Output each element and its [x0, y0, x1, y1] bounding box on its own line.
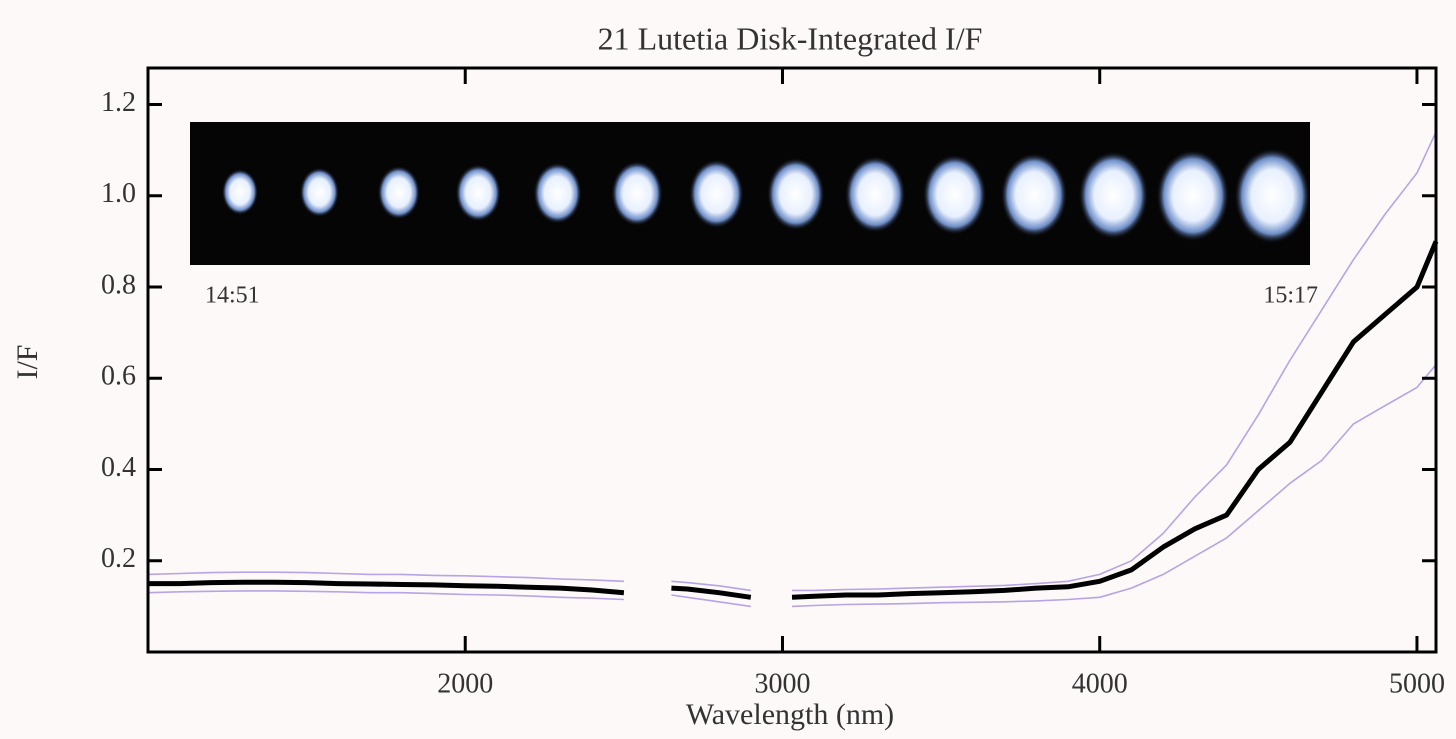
- asteroid-image: [689, 159, 744, 229]
- asteroid-image: [221, 169, 259, 215]
- y-tick-label: 0.8: [101, 269, 136, 300]
- asteroid-image: [1000, 153, 1068, 237]
- image-strip: [190, 122, 1311, 265]
- asteroid-image: [767, 157, 825, 231]
- x-tick-label: 2000: [437, 668, 493, 699]
- data-line: [148, 240, 1439, 600]
- x-tick-label: 4000: [1072, 668, 1128, 699]
- asteroid-image: [611, 161, 663, 226]
- data-line: [147, 364, 1437, 608]
- x-tick-label: 3000: [754, 668, 810, 699]
- asteroid-image: [1078, 151, 1149, 240]
- y-tick-label: 1.2: [101, 87, 136, 118]
- y-tick-label: 1.0: [101, 178, 136, 209]
- annotation: 15:17: [1263, 283, 1318, 309]
- asteroid-image: [1156, 149, 1230, 242]
- y-tick-label: 0.2: [101, 543, 136, 574]
- asteroid-image: [533, 162, 582, 224]
- asteroid-image: [377, 165, 420, 220]
- y-tick-label: 0.4: [101, 452, 136, 483]
- y-tick-label: 0.6: [101, 361, 136, 392]
- data-line: [147, 131, 1437, 592]
- x-axis-label: Wavelength (nm): [686, 698, 894, 731]
- asteroid-image: [1234, 148, 1311, 244]
- chart-title: 21 Lutetia Disk-Integrated I/F: [598, 20, 983, 56]
- asteroid-image: [922, 154, 987, 235]
- asteroid-image: [455, 164, 501, 222]
- y-axis-label: I/F: [11, 344, 44, 379]
- plot-frame: [146, 66, 1438, 654]
- asteroid-image: [844, 156, 906, 233]
- annotation: 14:51: [205, 283, 260, 309]
- asteroid-image: [299, 167, 339, 218]
- x-tick-label: 5000: [1389, 668, 1445, 699]
